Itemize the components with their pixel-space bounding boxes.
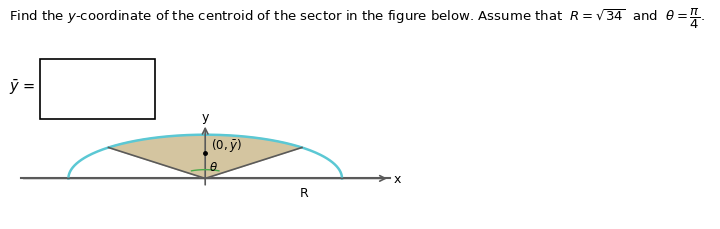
Polygon shape (109, 135, 302, 179)
Bar (40, 60, 155, 119)
Text: $\theta$: $\theta$ (209, 160, 217, 173)
Text: x: x (394, 172, 401, 185)
Text: Find the $y$-coordinate of the centroid of the sector in the figure below. Assum: Find the $y$-coordinate of the centroid … (9, 7, 705, 31)
Text: R: R (300, 187, 308, 200)
Text: y: y (202, 110, 209, 123)
Text: $(0, \bar{y})$: $(0, \bar{y})$ (211, 136, 242, 153)
Text: $\bar{y}$ =: $\bar{y}$ = (9, 78, 36, 96)
